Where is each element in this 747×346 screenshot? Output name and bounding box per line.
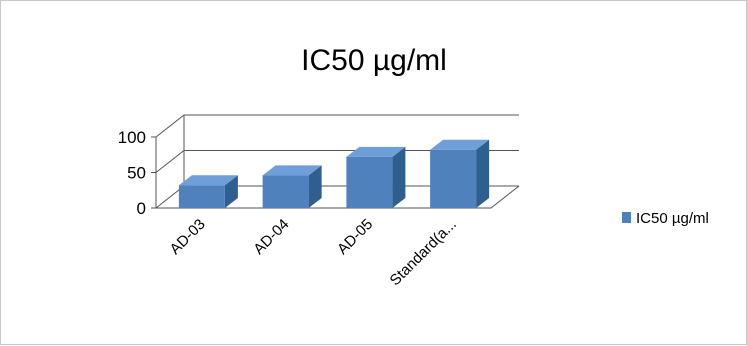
gridline-100	[155, 114, 519, 138]
bar-side	[476, 139, 490, 208]
y-tick-label-100: 100	[118, 128, 146, 147]
bar-front	[262, 175, 309, 208]
bar-side	[308, 165, 322, 208]
bar-side	[392, 146, 406, 208]
bar-top	[346, 146, 406, 157]
bar-front	[346, 156, 393, 208]
legend-swatch	[622, 212, 631, 223]
x-category-label-0: AD-03	[167, 216, 209, 258]
chart-title: IC50 µg/ml	[301, 44, 447, 77]
bar-top	[178, 175, 238, 186]
bar-front	[430, 149, 477, 208]
x-category-label-1: AD-04	[250, 216, 292, 258]
y-axis-ticks: 0 50 100	[118, 128, 146, 218]
bar-AD-05	[346, 146, 406, 208]
bar-top	[262, 165, 322, 176]
bars-layer	[178, 139, 490, 208]
x-category-label-3: Standard(a...	[387, 216, 460, 289]
legend-label-ic50: IC50 µg/ml	[636, 210, 709, 227]
bar-AD-04	[262, 165, 322, 208]
bar-front	[178, 185, 225, 208]
x-category-label-2: AD-05	[334, 216, 376, 258]
legend: IC50 µg/ml	[622, 210, 709, 227]
bar-AD-03	[178, 175, 238, 208]
y-tick-label-50: 50	[127, 164, 146, 183]
bar-side	[224, 175, 238, 208]
y-tick-label-0: 0	[137, 199, 146, 218]
x-axis-categories: AD-03 AD-04 AD-05 Standard(a...	[167, 216, 460, 289]
bar-top	[430, 139, 490, 150]
bar-Standard(a...	[430, 139, 490, 208]
